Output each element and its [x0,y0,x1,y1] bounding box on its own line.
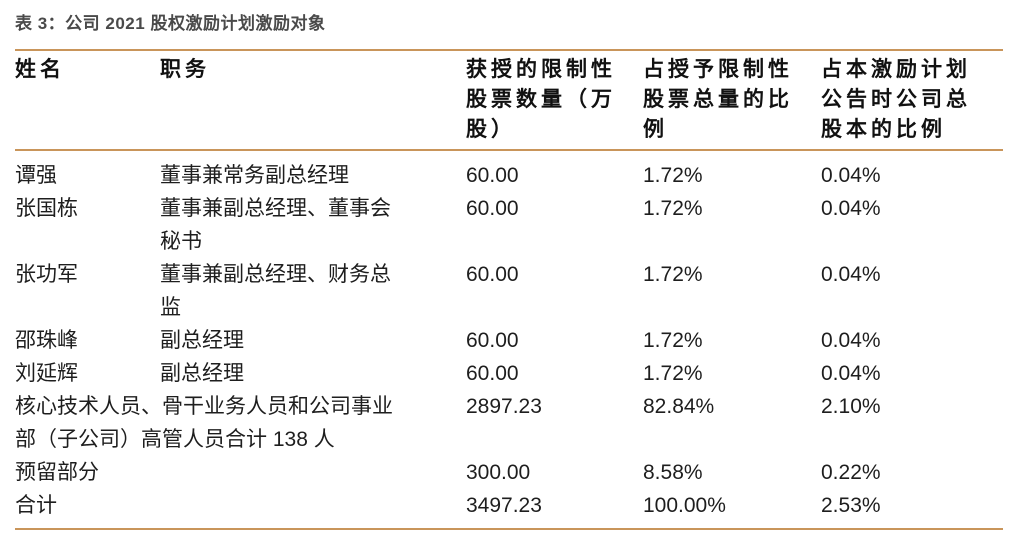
cell-pct-capital: 0.04% [821,263,881,286]
cell-position: 董事兼副总经理、董事会 秘书 [160,197,391,253]
cell-name: 合计 [15,494,57,517]
cell-pct-grant: 1.72% [643,197,703,220]
table-row-core-staff: 核心技术人员、骨干业务人员和公司事业 部（子公司）高管人员合计 138 人 28… [15,390,1003,456]
cell-qty: 300.00 [466,461,531,484]
cell-name: 张国栋 [15,197,78,220]
header-position: 职务 [160,50,466,151]
cell-position: 董事兼副总经理、财务总 监 [160,263,391,319]
cell-pct-grant: 1.72% [643,329,703,352]
cell-pct-capital: 2.53% [821,494,881,517]
cell-qty: 60.00 [466,329,519,352]
cell-name: 邵珠峰 [15,329,78,352]
header-pct-of-granted-total: 占授予限制性 股票总量的比 例 [643,50,821,151]
cell-qty: 3497.23 [466,494,542,517]
cell-pct-grant: 1.72% [643,263,703,286]
cell-pct-capital: 0.04% [821,329,881,352]
cell-pct-capital: 0.04% [821,362,881,385]
cell-qty: 60.00 [466,197,519,220]
header-granted-shares: 获授的限制性 股票数量（万 股） [466,50,643,151]
cell-name: 刘延辉 [15,362,78,385]
cell-qty: 2897.23 [466,395,542,418]
table-title: 表 3：公司 2021 股权激励计划激励对象 [15,14,326,33]
cell-position [160,489,466,529]
header-pct-of-share-capital: 占本激励计划 公告时公司总 股本的比例 [821,50,1003,151]
cell-qty: 60.00 [466,164,519,187]
incentive-plan-table: 姓名 职务 获授的限制性 股票数量（万 股） 占授予限制性 股票总量的比 例 占… [15,49,1003,530]
cell-position: 副总经理 [160,362,244,385]
table-row: 张功军 董事兼副总经理、财务总 监 60.00 1.72% 0.04% [15,258,1003,324]
cell-position [160,456,466,489]
table-header-row: 姓名 职务 获授的限制性 股票数量（万 股） 占授予限制性 股票总量的比 例 占… [15,50,1003,151]
cell-pct-capital: 0.22% [821,461,881,484]
cell-qty: 60.00 [466,263,519,286]
cell-name: 谭强 [15,164,57,187]
cell-name-span: 核心技术人员、骨干业务人员和公司事业 部（子公司）高管人员合计 138 人 [15,395,393,451]
table-row: 刘延辉 副总经理 60.00 1.72% 0.04% [15,357,1003,390]
cell-pct-grant: 100.00% [643,494,726,517]
cell-pct-grant: 1.72% [643,164,703,187]
cell-position: 副总经理 [160,329,244,352]
table-row-reserved: 预留部分 300.00 8.58% 0.22% [15,456,1003,489]
cell-pct-capital: 2.10% [821,395,881,418]
table-row: 谭强 董事兼常务副总经理 60.00 1.72% 0.04% [15,150,1003,192]
cell-pct-capital: 0.04% [821,164,881,187]
cell-pct-grant: 8.58% [643,461,703,484]
cell-pct-capital: 0.04% [821,197,881,220]
table-row: 张国栋 董事兼副总经理、董事会 秘书 60.00 1.72% 0.04% [15,192,1003,258]
cell-pct-grant: 82.84% [643,395,715,418]
cell-pct-grant: 1.72% [643,362,703,385]
cell-position: 董事兼常务副总经理 [160,164,349,187]
cell-name: 预留部分 [15,461,99,484]
table-row-total: 合计 3497.23 100.00% 2.53% [15,489,1003,529]
cell-qty: 60.00 [466,362,519,385]
cell-name: 张功军 [15,263,78,286]
header-name: 姓名 [15,50,160,151]
table-row: 邵珠峰 副总经理 60.00 1.72% 0.04% [15,324,1003,357]
